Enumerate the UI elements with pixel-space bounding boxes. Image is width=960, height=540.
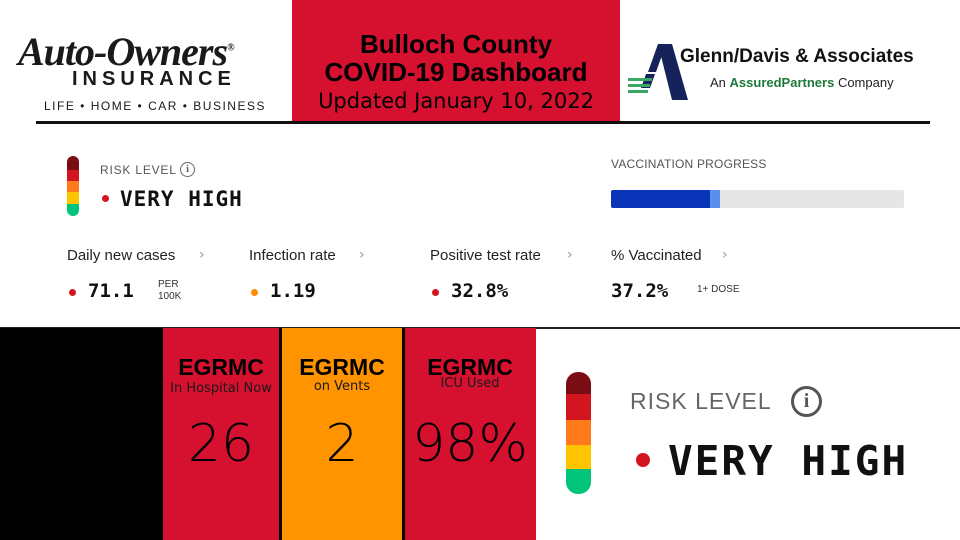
- auto-owners-brand: Auto-Owners®: [18, 29, 235, 74]
- risk-level-label: RISK LEVEL: [100, 163, 177, 177]
- metric-vaccinated-label[interactable]: % Vaccinated: [611, 247, 702, 264]
- vaccination-progress-bar: [611, 190, 904, 208]
- title-county: Bulloch County: [359, 29, 553, 59]
- risk-level-value: VERY HIGH: [120, 187, 243, 211]
- big-risk-level-value: VERY HIGH: [668, 437, 909, 485]
- info-icon[interactable]: i: [180, 162, 195, 177]
- title-updated-date: Updated January 10, 2022: [318, 89, 594, 113]
- auto-owners-insurance: INSURANCE: [72, 68, 236, 90]
- metric-infection-rate-label[interactable]: Infection rate: [249, 247, 336, 264]
- risk-segment: [67, 170, 79, 181]
- hospital-value: 26: [187, 414, 255, 474]
- metric-daily-new-cases-value: 71.1: [88, 280, 134, 302]
- metric-one-dose-label: 1+ DOSE: [697, 284, 740, 295]
- risk-segment: [67, 192, 79, 204]
- metric-per-label: PER: [158, 279, 179, 290]
- vaccination-partial-fill: [710, 190, 720, 208]
- risk-segment: [566, 469, 591, 494]
- metric-100k-label: 100K: [158, 291, 182, 302]
- glenn-davis-subtitle: An AssuredPartners Company: [710, 75, 894, 90]
- risk-segment: [67, 156, 79, 170]
- vaccination-full-fill: [611, 190, 710, 208]
- big-risk-level-label: RISK LEVEL: [630, 388, 772, 414]
- info-icon[interactable]: i: [791, 386, 822, 417]
- risk-segment: [566, 445, 591, 469]
- glenn-davis-logo: Glenn/Davis & Associates An AssuredPartn…: [620, 0, 960, 124]
- metric-infection-rate-value: 1.19: [270, 280, 316, 302]
- glenn-davis-mark-icon: [628, 44, 688, 100]
- icu-title: EGRMC: [427, 354, 513, 380]
- hospital-tile: EGRMC In Hospital Now 26: [162, 328, 280, 540]
- risk-segment: [67, 181, 79, 192]
- chevron-right-icon[interactable]: ›: [567, 247, 573, 263]
- risk-segment: [566, 372, 591, 394]
- icu-value: 98%: [412, 414, 528, 474]
- hospital-title: EGRMC: [178, 354, 264, 380]
- chevron-right-icon[interactable]: ›: [722, 247, 728, 263]
- vents-tile: EGRMC on Vents 2: [280, 328, 404, 540]
- metric-vaccinated-value: 37.2%: [611, 280, 669, 302]
- deaths-tile: [0, 328, 162, 540]
- risk-segment: [566, 420, 591, 445]
- vents-subtitle: on Vents: [313, 379, 371, 394]
- metric-positive-test-rate-value: 32.8%: [451, 280, 509, 302]
- metric-dot: [251, 289, 258, 296]
- metric-positive-test-rate-label[interactable]: Positive test rate: [430, 247, 541, 264]
- glenn-davis-name: Glenn/Davis & Associates: [680, 46, 914, 67]
- vents-title: EGRMC: [299, 354, 385, 380]
- hospital-subtitle: In Hospital Now: [170, 381, 272, 396]
- icu-subtitle: ICU Used: [440, 376, 500, 391]
- auto-owners-logo: Auto-Owners® INSURANCE LIFE • HOME • CAR…: [0, 0, 292, 124]
- header-divider: [36, 121, 930, 124]
- chevron-right-icon[interactable]: ›: [359, 247, 365, 263]
- auto-owners-tagline: LIFE • HOME • CAR • BUSINESS: [44, 99, 266, 113]
- risk-indicator-dot: [102, 195, 109, 202]
- icu-tile: EGRMC ICU Used 98%: [404, 328, 536, 540]
- dashboard-title-box: Bulloch County COVID-19 Dashboard Update…: [292, 0, 620, 124]
- risk-segment: [566, 394, 591, 420]
- vents-value: 2: [325, 414, 359, 474]
- tile-divider: [160, 328, 163, 540]
- metric-dot: [69, 289, 76, 296]
- tile-divider: [402, 328, 405, 540]
- vaccination-progress-title: VACCINATION PROGRESS: [611, 157, 767, 171]
- risk-segment: [67, 204, 79, 216]
- metric-daily-new-cases-label[interactable]: Daily new cases: [67, 247, 176, 264]
- chevron-right-icon[interactable]: ›: [199, 247, 205, 263]
- big-risk-indicator-dot: [636, 453, 650, 467]
- metric-dot: [432, 289, 439, 296]
- tile-divider: [279, 328, 282, 540]
- title-dashboard: COVID-19 Dashboard: [324, 57, 588, 87]
